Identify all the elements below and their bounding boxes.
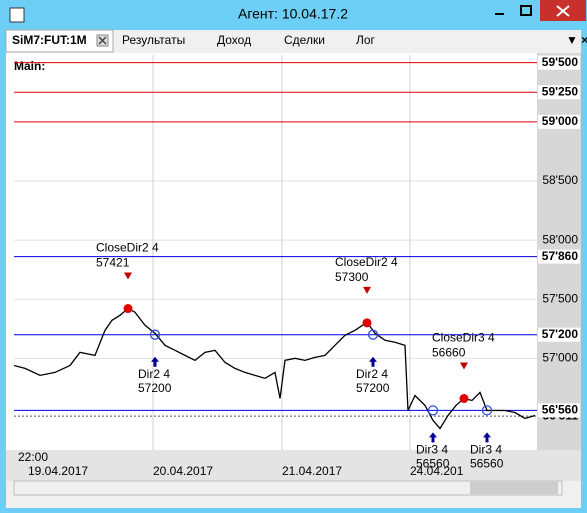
open-marker: [149, 329, 161, 340]
x-tick-label: 21.04.2017: [282, 464, 342, 478]
down-arrow: [363, 286, 371, 294]
level-label-box: [538, 249, 580, 264]
level-label-box: [538, 85, 580, 100]
signal-label: CloseDir2 4: [96, 241, 159, 255]
plot-area: [6, 53, 537, 450]
scrollbar[interactable]: [13, 480, 563, 496]
level-label: 59'250: [542, 84, 579, 98]
up-arrow: [151, 356, 159, 367]
close-marker: [123, 304, 133, 314]
signal-label: CloseDir2 4: [335, 255, 398, 269]
down-arrow: [124, 272, 132, 280]
signal-label: CloseDir3 4: [432, 331, 495, 345]
x-tick-label: 20.04.2017: [153, 464, 213, 478]
tab-label: SiM7:FUT:1M: [12, 33, 87, 47]
plot-content: [14, 55, 537, 450]
level-label-box: [538, 403, 580, 418]
y-tick-label: 57'500: [542, 291, 578, 305]
signal-label: Dir2 4: [138, 367, 170, 381]
x-tick-label: 24.04.201: [410, 464, 464, 478]
open-marker: [427, 405, 439, 416]
open-marker: [481, 405, 493, 416]
level-label: 57'200: [542, 327, 579, 341]
level-label: 59'000: [542, 114, 579, 128]
level-label-box: [538, 327, 580, 342]
level-label: 56'560: [542, 403, 579, 417]
signal-label: Dir3 4: [470, 443, 502, 457]
up-arrow: [369, 356, 377, 367]
open-marker: [367, 329, 379, 340]
tab-label[interactable]: Лог: [356, 33, 376, 47]
signal-price: 57200: [356, 381, 390, 395]
pane-title: Main:: [14, 59, 45, 73]
signal-label: Dir2 4: [356, 367, 388, 381]
signal-price: 57200: [138, 381, 172, 395]
level-label: 57'860: [542, 249, 579, 263]
window-title: Агент: 10.04.17.2: [238, 6, 348, 22]
signal-price: 57300: [335, 270, 369, 284]
up-arrow: [483, 432, 491, 443]
price-line: [14, 307, 536, 430]
minimize-button[interactable]: [486, 1, 513, 21]
close-icon: [556, 5, 570, 17]
signal-price: 56660: [432, 346, 466, 360]
level-label-box: [538, 55, 580, 70]
maximize-icon: [520, 5, 532, 16]
level-label-box: [538, 114, 580, 129]
y-tick-label: 58'500: [542, 173, 578, 187]
level-label: 59'500: [542, 55, 579, 69]
signal-label: Dir3 4: [416, 443, 448, 457]
signal-price: 56560: [470, 457, 504, 471]
y-tick-label: 57'000: [542, 351, 578, 365]
maximize-button[interactable]: [513, 1, 540, 21]
app-icon: [9, 7, 25, 23]
active-tab[interactable]: [5, 29, 114, 53]
tab-close-icon: [98, 36, 107, 45]
down-arrow: [460, 362, 468, 370]
close-marker: [362, 318, 372, 328]
time-axis: [6, 450, 581, 481]
scrollbar-thumb[interactable]: [470, 482, 558, 494]
tab-label[interactable]: Сделки: [284, 33, 325, 47]
tab-menu-arrow[interactable]: ▼ ×: [566, 33, 587, 47]
up-arrow: [429, 432, 437, 443]
close-marker: [459, 394, 469, 404]
signal-price: 56560: [416, 457, 450, 471]
tab-label[interactable]: Результаты: [122, 33, 185, 47]
signal-price: 57421: [96, 256, 130, 270]
start-time: 22:00: [18, 450, 48, 464]
y-tick-label: 58'000: [542, 232, 578, 246]
tab-label[interactable]: Доход: [217, 33, 251, 47]
x-tick-label: 19.04.2017: [28, 464, 88, 478]
